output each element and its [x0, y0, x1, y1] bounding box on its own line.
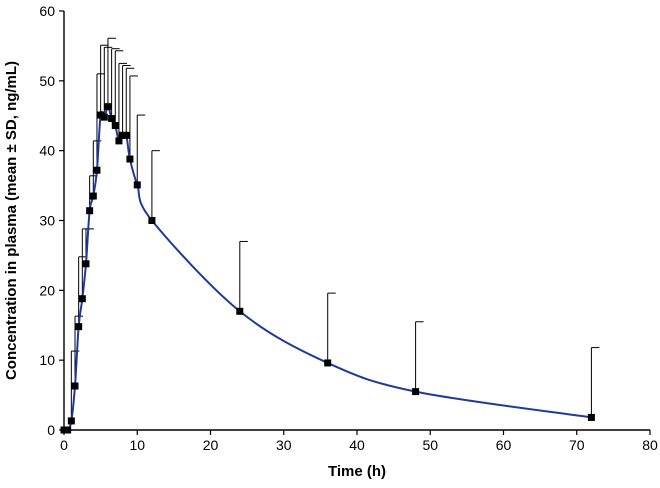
data-point [412, 388, 420, 396]
data-point [108, 115, 116, 123]
y-tick-label: 50 [39, 73, 55, 89]
x-tick-label: 70 [569, 437, 585, 453]
y-tick-label: 30 [39, 213, 55, 229]
x-tick-label: 40 [349, 437, 365, 453]
data-point [324, 359, 332, 367]
data-point [122, 131, 130, 139]
data-point [115, 137, 123, 145]
data-point [236, 307, 244, 315]
data-point [60, 426, 68, 434]
data-point [133, 181, 141, 189]
series-line [63, 105, 592, 432]
data-point [111, 122, 119, 130]
y-tick-label: 40 [39, 143, 55, 159]
data-point [587, 413, 595, 421]
x-tick-label: 10 [129, 437, 145, 453]
y-tick-label: 10 [39, 352, 55, 368]
x-axis-title: Time (h) [328, 463, 386, 480]
data-point [100, 113, 108, 121]
x-tick-label: 60 [496, 437, 512, 453]
data-point [93, 166, 101, 174]
data-point [86, 207, 94, 215]
data-point [126, 155, 134, 163]
data-point [89, 192, 97, 200]
data-point [78, 295, 86, 303]
data-point [67, 417, 75, 425]
ticks: 0 10 20 30 40 50 60 0 10 20 30 40 50 60 70 80 [39, 3, 658, 453]
x-tick-label: 20 [203, 437, 219, 453]
y-axis-title: Concentration in plasma (mean ± SD, ng/m… [3, 61, 20, 380]
y-tick-label: 60 [39, 3, 55, 19]
y-tick-label: 0 [47, 422, 55, 438]
data-point [75, 323, 83, 331]
error-bars [70, 37, 600, 421]
data-point [64, 426, 72, 434]
data-point [97, 111, 105, 119]
data-point [82, 260, 90, 268]
x-tick-label: 30 [276, 437, 292, 453]
y-tick-label: 20 [39, 282, 55, 298]
data-point [119, 131, 127, 139]
data-point [104, 103, 112, 111]
x-tick-label: 0 [60, 437, 68, 453]
data-point [71, 382, 79, 390]
x-tick-label: 50 [422, 437, 438, 453]
data-markers [60, 103, 595, 434]
data-point [148, 217, 156, 224]
x-tick-label: 80 [642, 437, 658, 453]
